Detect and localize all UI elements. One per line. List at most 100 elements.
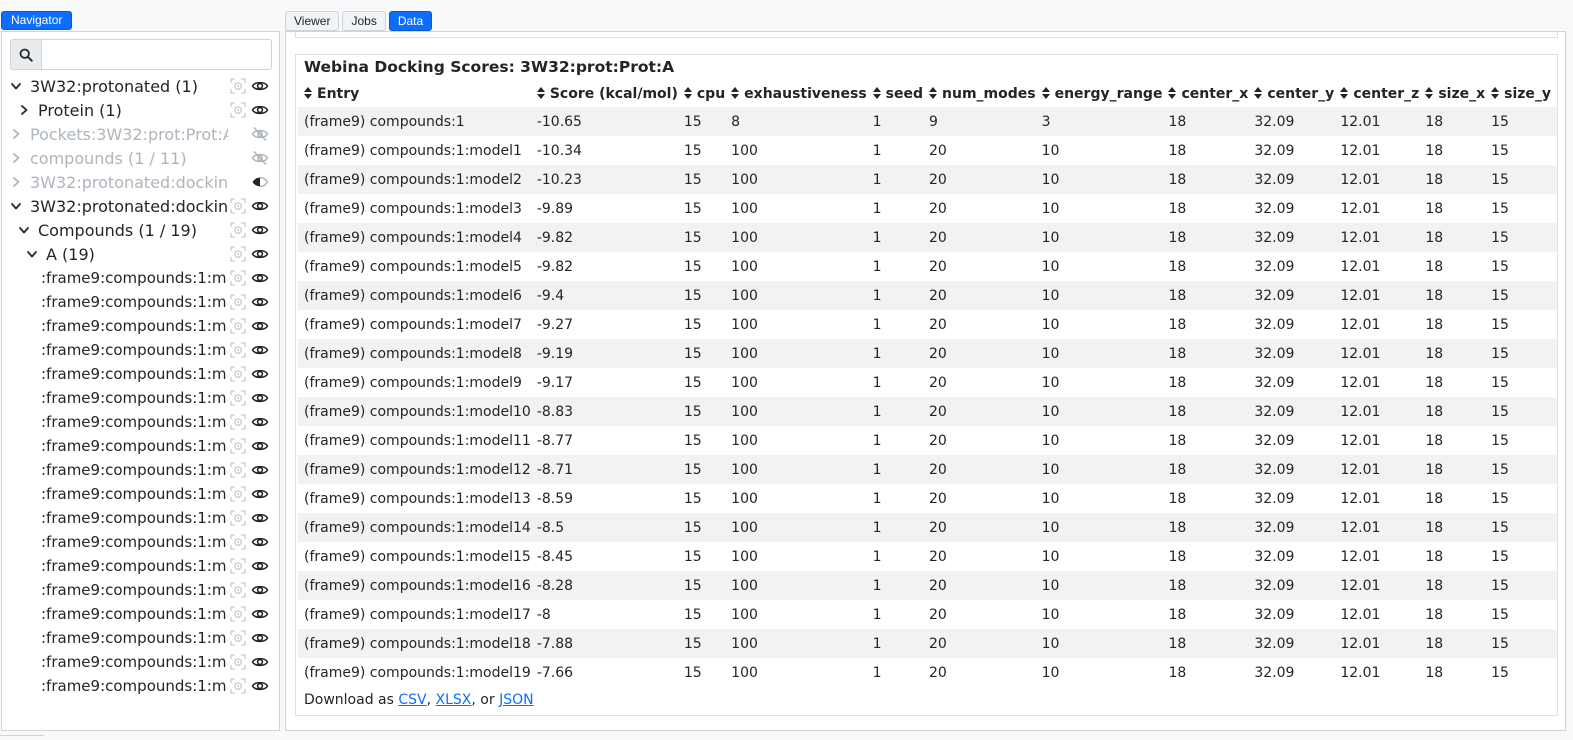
chevron-down-icon[interactable] <box>18 224 30 236</box>
focus-icon[interactable] <box>229 605 247 623</box>
download-xlsx-link[interactable]: XLSX <box>435 692 472 708</box>
table-row[interactable]: (frame9) compounds:1:model14 -8.5 15 100 1 20… <box>298 513 1557 542</box>
table-row[interactable]: (frame9) compounds:1:model1 -10.34 15 100 1 2… <box>298 136 1557 165</box>
table-row[interactable]: (frame9) compounds:1:model4 -9.82 15 100 1 20… <box>298 223 1557 252</box>
tree-leaf-item[interactable]: :frame9:compounds:1:model9 <box>2 458 279 482</box>
column-header[interactable]: size_y <box>1485 81 1551 107</box>
eye-icon[interactable] <box>251 77 269 95</box>
tree-leaf-item[interactable]: :frame9:compounds:1:model5 <box>2 362 279 386</box>
eye-icon[interactable] <box>251 485 269 503</box>
tree-node[interactable]: 3W32:protonated (1) <box>2 74 279 98</box>
table-row[interactable]: (frame9) compounds:1:model2 -10.23 15 100 1 2… <box>298 165 1557 194</box>
focus-icon[interactable] <box>229 629 247 647</box>
column-header[interactable]: center_y <box>1248 81 1334 107</box>
eye-icon[interactable] <box>251 653 269 671</box>
table-row[interactable]: (frame9) compounds:1:model6 -9.4 15 100 1 20 1… <box>298 281 1557 310</box>
eye-icon[interactable] <box>251 269 269 287</box>
focus-icon[interactable] <box>229 341 247 359</box>
chevron-down-icon[interactable] <box>26 248 38 260</box>
eye-icon[interactable] <box>251 461 269 479</box>
focus-icon[interactable] <box>229 365 247 383</box>
tree-node[interactable]: 3W32:protonated:docking (1 / 1 <box>2 170 279 194</box>
eye-slash-icon[interactable] <box>251 149 269 167</box>
tab-navigator[interactable]: Navigator <box>1 11 73 30</box>
focus-icon[interactable] <box>229 653 247 671</box>
focus-icon[interactable] <box>229 293 247 311</box>
chevron-down-icon[interactable] <box>10 200 22 212</box>
focus-icon[interactable] <box>229 317 247 335</box>
column-header[interactable]: exhaustiveness <box>725 81 867 107</box>
table-row[interactable]: (frame9) compounds:1 -10.65 15 8 1 9 3 18 32.09 1… <box>298 107 1557 136</box>
tree-leaf-item[interactable]: :frame9:compounds:1:model11 <box>2 506 279 530</box>
eye-icon[interactable] <box>251 221 269 239</box>
table-row[interactable]: (frame9) compounds:1:model10 -8.83 15 100 1 2… <box>298 397 1557 426</box>
tree-leaf-item[interactable]: :frame9:compounds:1:model17 <box>2 650 279 674</box>
tree-node[interactable]: A (19) <box>2 242 279 266</box>
tree-leaf-item[interactable]: :frame9:compounds:1:model8 <box>2 434 279 458</box>
table-row[interactable]: (frame9) compounds:1:model18 -7.88 15 100 1 2… <box>298 629 1557 658</box>
column-header[interactable]: Score (kcal/mol) <box>531 81 678 107</box>
eye-icon[interactable] <box>251 629 269 647</box>
table-row[interactable]: (frame9) compounds:1:model13 -8.59 15 100 1 2… <box>298 484 1557 513</box>
tree-leaf-item[interactable]: :frame9:compounds:1:model6 <box>2 386 279 410</box>
eye-half-icon[interactable] <box>251 173 269 191</box>
focus-icon[interactable] <box>229 101 247 119</box>
tree-leaf-item[interactable]: :frame9:compounds:1:model13 <box>2 554 279 578</box>
table-row[interactable]: (frame9) compounds:1:model8 -9.19 15 100 1 20… <box>298 339 1557 368</box>
tab-viewer[interactable]: Viewer <box>285 11 340 31</box>
eye-icon[interactable] <box>251 581 269 599</box>
focus-icon[interactable] <box>229 533 247 551</box>
sort-icon[interactable] <box>872 87 881 99</box>
eye-icon[interactable] <box>251 437 269 455</box>
chevron-right-icon[interactable] <box>10 152 22 164</box>
eye-icon[interactable] <box>251 557 269 575</box>
column-header[interactable]: cpu <box>678 81 725 107</box>
table-row[interactable]: (frame9) compounds:1:model19 -7.66 15 100 1 2… <box>298 658 1557 687</box>
column-header[interactable]: size_x <box>1419 81 1485 107</box>
eye-icon[interactable] <box>251 389 269 407</box>
tree-leaf-item[interactable]: :frame9:compounds:1:model3 <box>2 314 279 338</box>
focus-icon[interactable] <box>229 461 247 479</box>
download-csv-link[interactable]: CSV <box>398 692 427 708</box>
focus-icon[interactable] <box>229 245 247 263</box>
chevron-right-icon[interactable] <box>10 176 22 188</box>
focus-icon[interactable] <box>229 581 247 599</box>
tree-leaf-item[interactable]: :frame9:compounds:1:model2 <box>2 290 279 314</box>
chevron-right-icon[interactable] <box>18 104 30 116</box>
sort-icon[interactable] <box>731 87 740 99</box>
tree-node[interactable]: compounds (1 / 11) <box>2 146 279 170</box>
table-row[interactable]: (frame9) compounds:1:model12 -8.71 15 100 1 2… <box>298 455 1557 484</box>
focus-icon[interactable] <box>229 197 247 215</box>
sort-icon[interactable] <box>1557 87 1558 99</box>
focus-icon[interactable] <box>229 485 247 503</box>
tab-data[interactable]: Data <box>388 11 433 31</box>
focus-icon[interactable] <box>229 221 247 239</box>
tab-jobs[interactable]: Jobs <box>342 11 386 31</box>
focus-icon[interactable] <box>229 557 247 575</box>
table-row[interactable]: (frame9) compounds:1:model16 -8.28 15 100 1 2… <box>298 571 1557 600</box>
tree-node[interactable]: 3W32:protonated:docking (1 <box>2 194 279 218</box>
table-row[interactable]: (frame9) compounds:1:model7 -9.27 15 100 1 20… <box>298 310 1557 339</box>
sort-icon[interactable] <box>304 87 312 99</box>
column-header[interactable]: center_z <box>1334 81 1419 107</box>
sort-icon[interactable] <box>1340 87 1349 99</box>
tree-leaf-item[interactable]: :frame9:compounds:1:model16 <box>2 626 279 650</box>
sort-icon[interactable] <box>1425 87 1434 99</box>
tree-leaf-item[interactable]: :frame9:compounds:1:model15 <box>2 602 279 626</box>
eye-icon[interactable] <box>251 197 269 215</box>
sort-icon[interactable] <box>683 87 692 99</box>
table-row[interactable]: (frame9) compounds:1:model15 -8.45 15 100 1 2… <box>298 542 1557 571</box>
focus-icon[interactable] <box>229 509 247 527</box>
tree-leaf-item[interactable]: :frame9:compounds:1:model12 <box>2 530 279 554</box>
table-row[interactable]: (frame9) compounds:1:model11 -8.77 15 100 1 2… <box>298 426 1557 455</box>
sort-icon[interactable] <box>536 87 545 99</box>
focus-icon[interactable] <box>229 413 247 431</box>
table-row[interactable]: (frame9) compounds:1:model5 -9.82 15 100 1 20… <box>298 252 1557 281</box>
tree-leaf-item[interactable]: :frame9:compounds:1:model18 <box>2 674 279 698</box>
eye-icon[interactable] <box>251 533 269 551</box>
column-header[interactable]: seed <box>867 81 923 107</box>
eye-icon[interactable] <box>251 509 269 527</box>
focus-icon[interactable] <box>229 269 247 287</box>
tree-leaf-item[interactable]: :frame9:compounds:1:model7 <box>2 410 279 434</box>
eye-icon[interactable] <box>251 293 269 311</box>
